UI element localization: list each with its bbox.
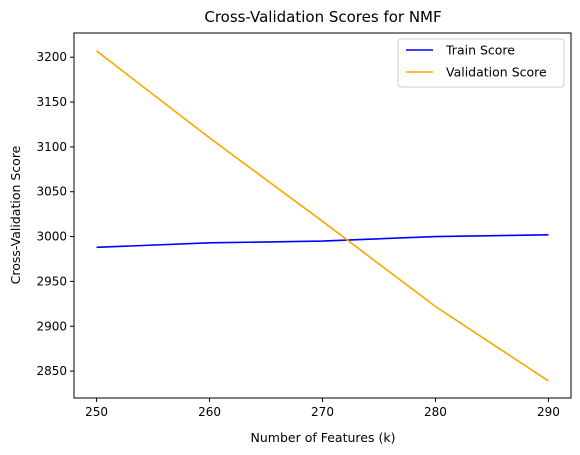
y-tick-label: 3000	[36, 230, 67, 244]
chart-title: Cross-Validation Scores for NMF	[204, 8, 441, 26]
x-axis-ticks: 250 260 270 280 290	[85, 398, 560, 419]
y-tick-label: 3100	[36, 140, 67, 154]
x-axis-label: Number of Features (k)	[251, 430, 396, 445]
legend-label-train: Train Score	[445, 43, 515, 58]
y-tick-label: 3050	[36, 185, 67, 199]
legend: Train Score Validation Score	[397, 38, 565, 88]
y-axis-ticks: 2850 2900 2950 3000 3050 3100 3150 3200	[36, 50, 74, 378]
y-tick-label: 3150	[36, 95, 67, 109]
legend-label-validation: Validation Score	[446, 65, 547, 80]
legend-box	[397, 38, 565, 88]
y-axis-label: Cross-Validation Score	[8, 145, 23, 284]
y-tick-label: 2900	[36, 319, 67, 333]
x-tick-label: 270	[311, 405, 334, 419]
series-line-validation	[96, 50, 549, 382]
series-line-train	[96, 233, 549, 249]
x-tick-label: 290	[537, 405, 560, 419]
series-lines	[96, 50, 549, 382]
x-tick-label: 260	[198, 405, 221, 419]
x-tick-label: 250	[85, 405, 108, 419]
y-tick-label: 3200	[36, 50, 67, 64]
y-tick-label: 2850	[36, 364, 67, 378]
plot-area	[73, 32, 572, 399]
x-tick-label: 280	[424, 405, 447, 419]
y-tick-label: 2950	[36, 274, 67, 288]
